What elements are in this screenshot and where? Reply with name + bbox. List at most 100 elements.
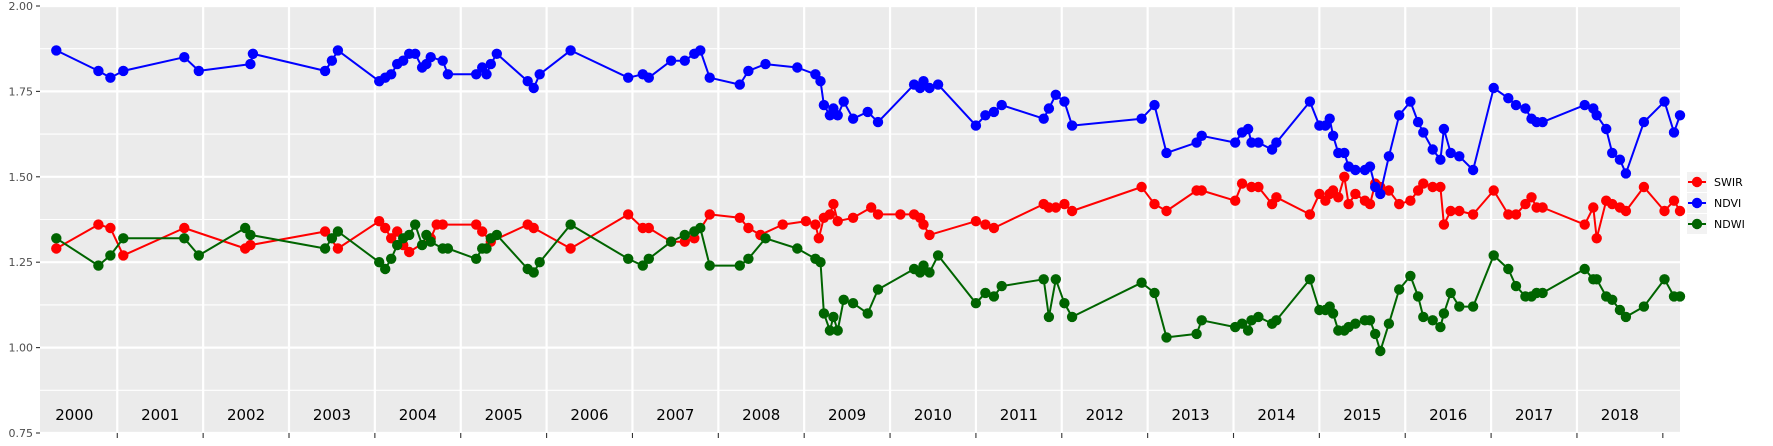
data-point-swir bbox=[866, 202, 877, 213]
data-point-ndvi bbox=[1161, 147, 1172, 159]
year-label: 2005 bbox=[485, 406, 523, 424]
year-label: 2007 bbox=[656, 406, 694, 424]
data-point-swir bbox=[51, 243, 62, 254]
data-point-swir bbox=[1579, 219, 1590, 230]
legend-label: SWIR bbox=[1714, 176, 1743, 189]
data-point-ndwi bbox=[1445, 287, 1456, 299]
data-point-ndwi bbox=[996, 280, 1007, 292]
year-label: 2015 bbox=[1343, 406, 1381, 424]
data-point-ndvi bbox=[1503, 93, 1514, 104]
data-point-ndwi bbox=[1591, 274, 1602, 285]
data-point-ndvi bbox=[1488, 82, 1499, 94]
data-point-ndvi bbox=[980, 110, 991, 121]
data-point-ndwi bbox=[1427, 315, 1438, 326]
data-point-swir bbox=[93, 219, 104, 230]
data-point-swir bbox=[179, 222, 190, 234]
data-point-ndvi bbox=[1375, 188, 1386, 200]
data-point-swir bbox=[380, 222, 391, 234]
data-point-ndvi bbox=[695, 45, 706, 56]
data-point-ndwi bbox=[118, 233, 129, 244]
data-point-swir bbox=[1271, 192, 1282, 203]
data-point-ndvi bbox=[1383, 151, 1395, 162]
data-point-ndwi bbox=[1271, 315, 1282, 326]
data-point-ndvi bbox=[332, 45, 344, 56]
data-point-ndwi bbox=[760, 233, 771, 244]
data-point-swir bbox=[980, 219, 991, 230]
data-point-ndvi bbox=[1364, 161, 1376, 172]
data-point-ndwi bbox=[918, 260, 929, 271]
data-point-swir bbox=[477, 226, 488, 237]
data-point-ndvi bbox=[1230, 137, 1241, 148]
data-point-ndvi bbox=[326, 55, 338, 66]
y-tick-label: 0.75 bbox=[9, 427, 34, 440]
data-point-ndvi bbox=[932, 79, 944, 90]
data-point-ndwi bbox=[1579, 263, 1590, 275]
data-point-ndvi bbox=[93, 65, 104, 77]
data-point-ndvi bbox=[815, 76, 826, 87]
data-point-ndwi bbox=[534, 257, 545, 268]
data-point-swir bbox=[1674, 205, 1686, 217]
data-point-ndvi bbox=[1454, 151, 1465, 162]
year-label: 2000 bbox=[55, 406, 93, 424]
data-point-ndwi bbox=[1435, 321, 1446, 333]
legend-key-point bbox=[1691, 197, 1703, 209]
data-point-ndvi bbox=[743, 65, 754, 77]
data-point-ndwi bbox=[832, 325, 843, 336]
data-point-swir bbox=[777, 219, 788, 230]
data-point-ndvi bbox=[1149, 99, 1160, 111]
y-tick-label: 1.50 bbox=[9, 171, 34, 184]
data-point-ndwi bbox=[1383, 318, 1395, 329]
y-tick-label: 2.00 bbox=[9, 0, 34, 13]
data-point-swir bbox=[988, 222, 1000, 234]
data-point-swir bbox=[1427, 181, 1438, 193]
year-label: 2008 bbox=[742, 406, 780, 424]
data-point-ndvi bbox=[398, 55, 409, 66]
data-point-swir bbox=[1196, 185, 1207, 196]
year-label: 2011 bbox=[1000, 406, 1038, 424]
data-point-ndwi bbox=[1375, 345, 1386, 357]
data-point-swir bbox=[1383, 185, 1395, 196]
data-point-ndvi bbox=[1350, 164, 1361, 176]
data-point-ndwi bbox=[1488, 250, 1499, 261]
data-point-swir bbox=[872, 209, 884, 220]
data-point-ndwi bbox=[988, 291, 1000, 302]
data-point-swir bbox=[743, 222, 754, 234]
data-point-ndvi bbox=[1510, 99, 1522, 111]
data-point-ndvi bbox=[1339, 147, 1350, 159]
data-point-ndwi bbox=[332, 226, 344, 237]
data-point-swir bbox=[800, 216, 812, 227]
data-point-ndwi bbox=[792, 243, 803, 254]
data-point-swir bbox=[1059, 198, 1070, 210]
legend-label: NDVI bbox=[1714, 197, 1741, 210]
data-point-ndvi bbox=[1412, 116, 1424, 128]
data-point-swir bbox=[1304, 209, 1316, 220]
data-point-ndwi bbox=[245, 229, 256, 241]
data-point-ndwi bbox=[1059, 298, 1070, 309]
data-point-ndwi bbox=[828, 311, 839, 323]
data-point-ndwi bbox=[1412, 291, 1424, 302]
data-point-ndwi bbox=[1304, 274, 1316, 285]
data-point-swir bbox=[1339, 171, 1350, 182]
data-point-ndwi bbox=[193, 250, 204, 261]
data-point-swir bbox=[1394, 198, 1405, 210]
year-label: 2006 bbox=[570, 406, 608, 424]
data-point-ndvi bbox=[1668, 127, 1680, 138]
data-point-swir bbox=[1510, 209, 1522, 220]
data-point-ndvi bbox=[1591, 110, 1602, 121]
data-point-ndvi bbox=[481, 69, 492, 80]
data-point-swir bbox=[1488, 185, 1499, 196]
data-point-swir bbox=[386, 233, 397, 244]
year-label: 2010 bbox=[914, 406, 952, 424]
legend-key-point bbox=[1691, 176, 1703, 188]
data-point-swir bbox=[332, 243, 344, 254]
series-ndvi bbox=[51, 45, 1686, 200]
data-point-ndvi bbox=[792, 62, 803, 73]
data-point-ndvi bbox=[872, 116, 884, 128]
data-point-ndwi bbox=[565, 219, 576, 230]
data-point-ndvi bbox=[988, 106, 1000, 118]
data-point-ndwi bbox=[704, 260, 715, 271]
data-point-ndvi bbox=[1601, 123, 1612, 135]
data-point-ndvi bbox=[1579, 99, 1590, 111]
data-point-ndwi bbox=[51, 233, 62, 244]
data-point-ndvi bbox=[1435, 154, 1446, 165]
